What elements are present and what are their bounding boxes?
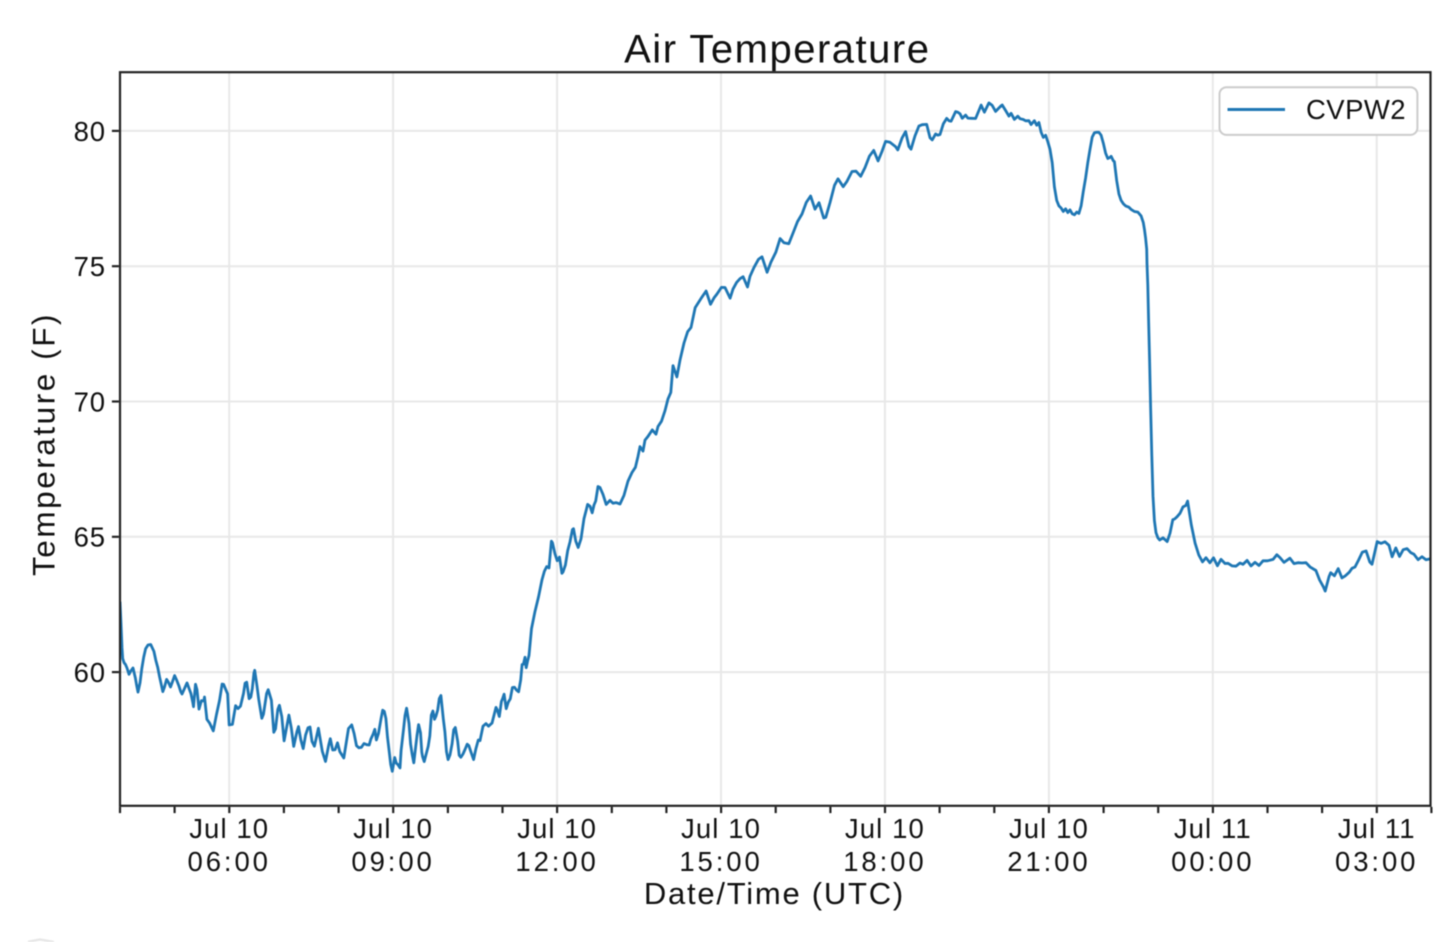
svg-text:70: 70 bbox=[74, 386, 106, 417]
svg-text:15:00: 15:00 bbox=[679, 846, 762, 877]
svg-text:00:00: 00:00 bbox=[1171, 846, 1254, 877]
svg-text:Air Temperature: Air Temperature bbox=[624, 27, 930, 71]
svg-text:Jul 11: Jul 11 bbox=[1174, 813, 1252, 844]
svg-text:Jul 10: Jul 10 bbox=[1009, 813, 1089, 844]
svg-text:75: 75 bbox=[74, 251, 106, 282]
svg-text:Jul 10: Jul 10 bbox=[517, 813, 597, 844]
svg-text:03:00: 03:00 bbox=[1335, 846, 1418, 877]
svg-text:Jul 10: Jul 10 bbox=[681, 813, 761, 844]
svg-text:12:00: 12:00 bbox=[515, 846, 598, 877]
svg-text:09:00: 09:00 bbox=[351, 846, 434, 877]
svg-text:80: 80 bbox=[74, 116, 106, 147]
svg-text:06:00: 06:00 bbox=[188, 846, 271, 877]
svg-text:Date/Time (UTC): Date/Time (UTC) bbox=[644, 876, 905, 911]
svg-text:Jul 10: Jul 10 bbox=[353, 813, 433, 844]
svg-text:Jul 11: Jul 11 bbox=[1338, 813, 1416, 844]
svg-text:18:00: 18:00 bbox=[843, 846, 926, 877]
svg-text:65: 65 bbox=[74, 522, 106, 553]
svg-text:60: 60 bbox=[74, 657, 106, 688]
svg-text:Jul 10: Jul 10 bbox=[189, 813, 269, 844]
svg-text:Temperature (F): Temperature (F) bbox=[26, 312, 62, 576]
svg-text:CVPW2: CVPW2 bbox=[1306, 94, 1406, 125]
svg-text:21:00: 21:00 bbox=[1007, 846, 1090, 877]
svg-text:Jul 10: Jul 10 bbox=[845, 813, 925, 844]
